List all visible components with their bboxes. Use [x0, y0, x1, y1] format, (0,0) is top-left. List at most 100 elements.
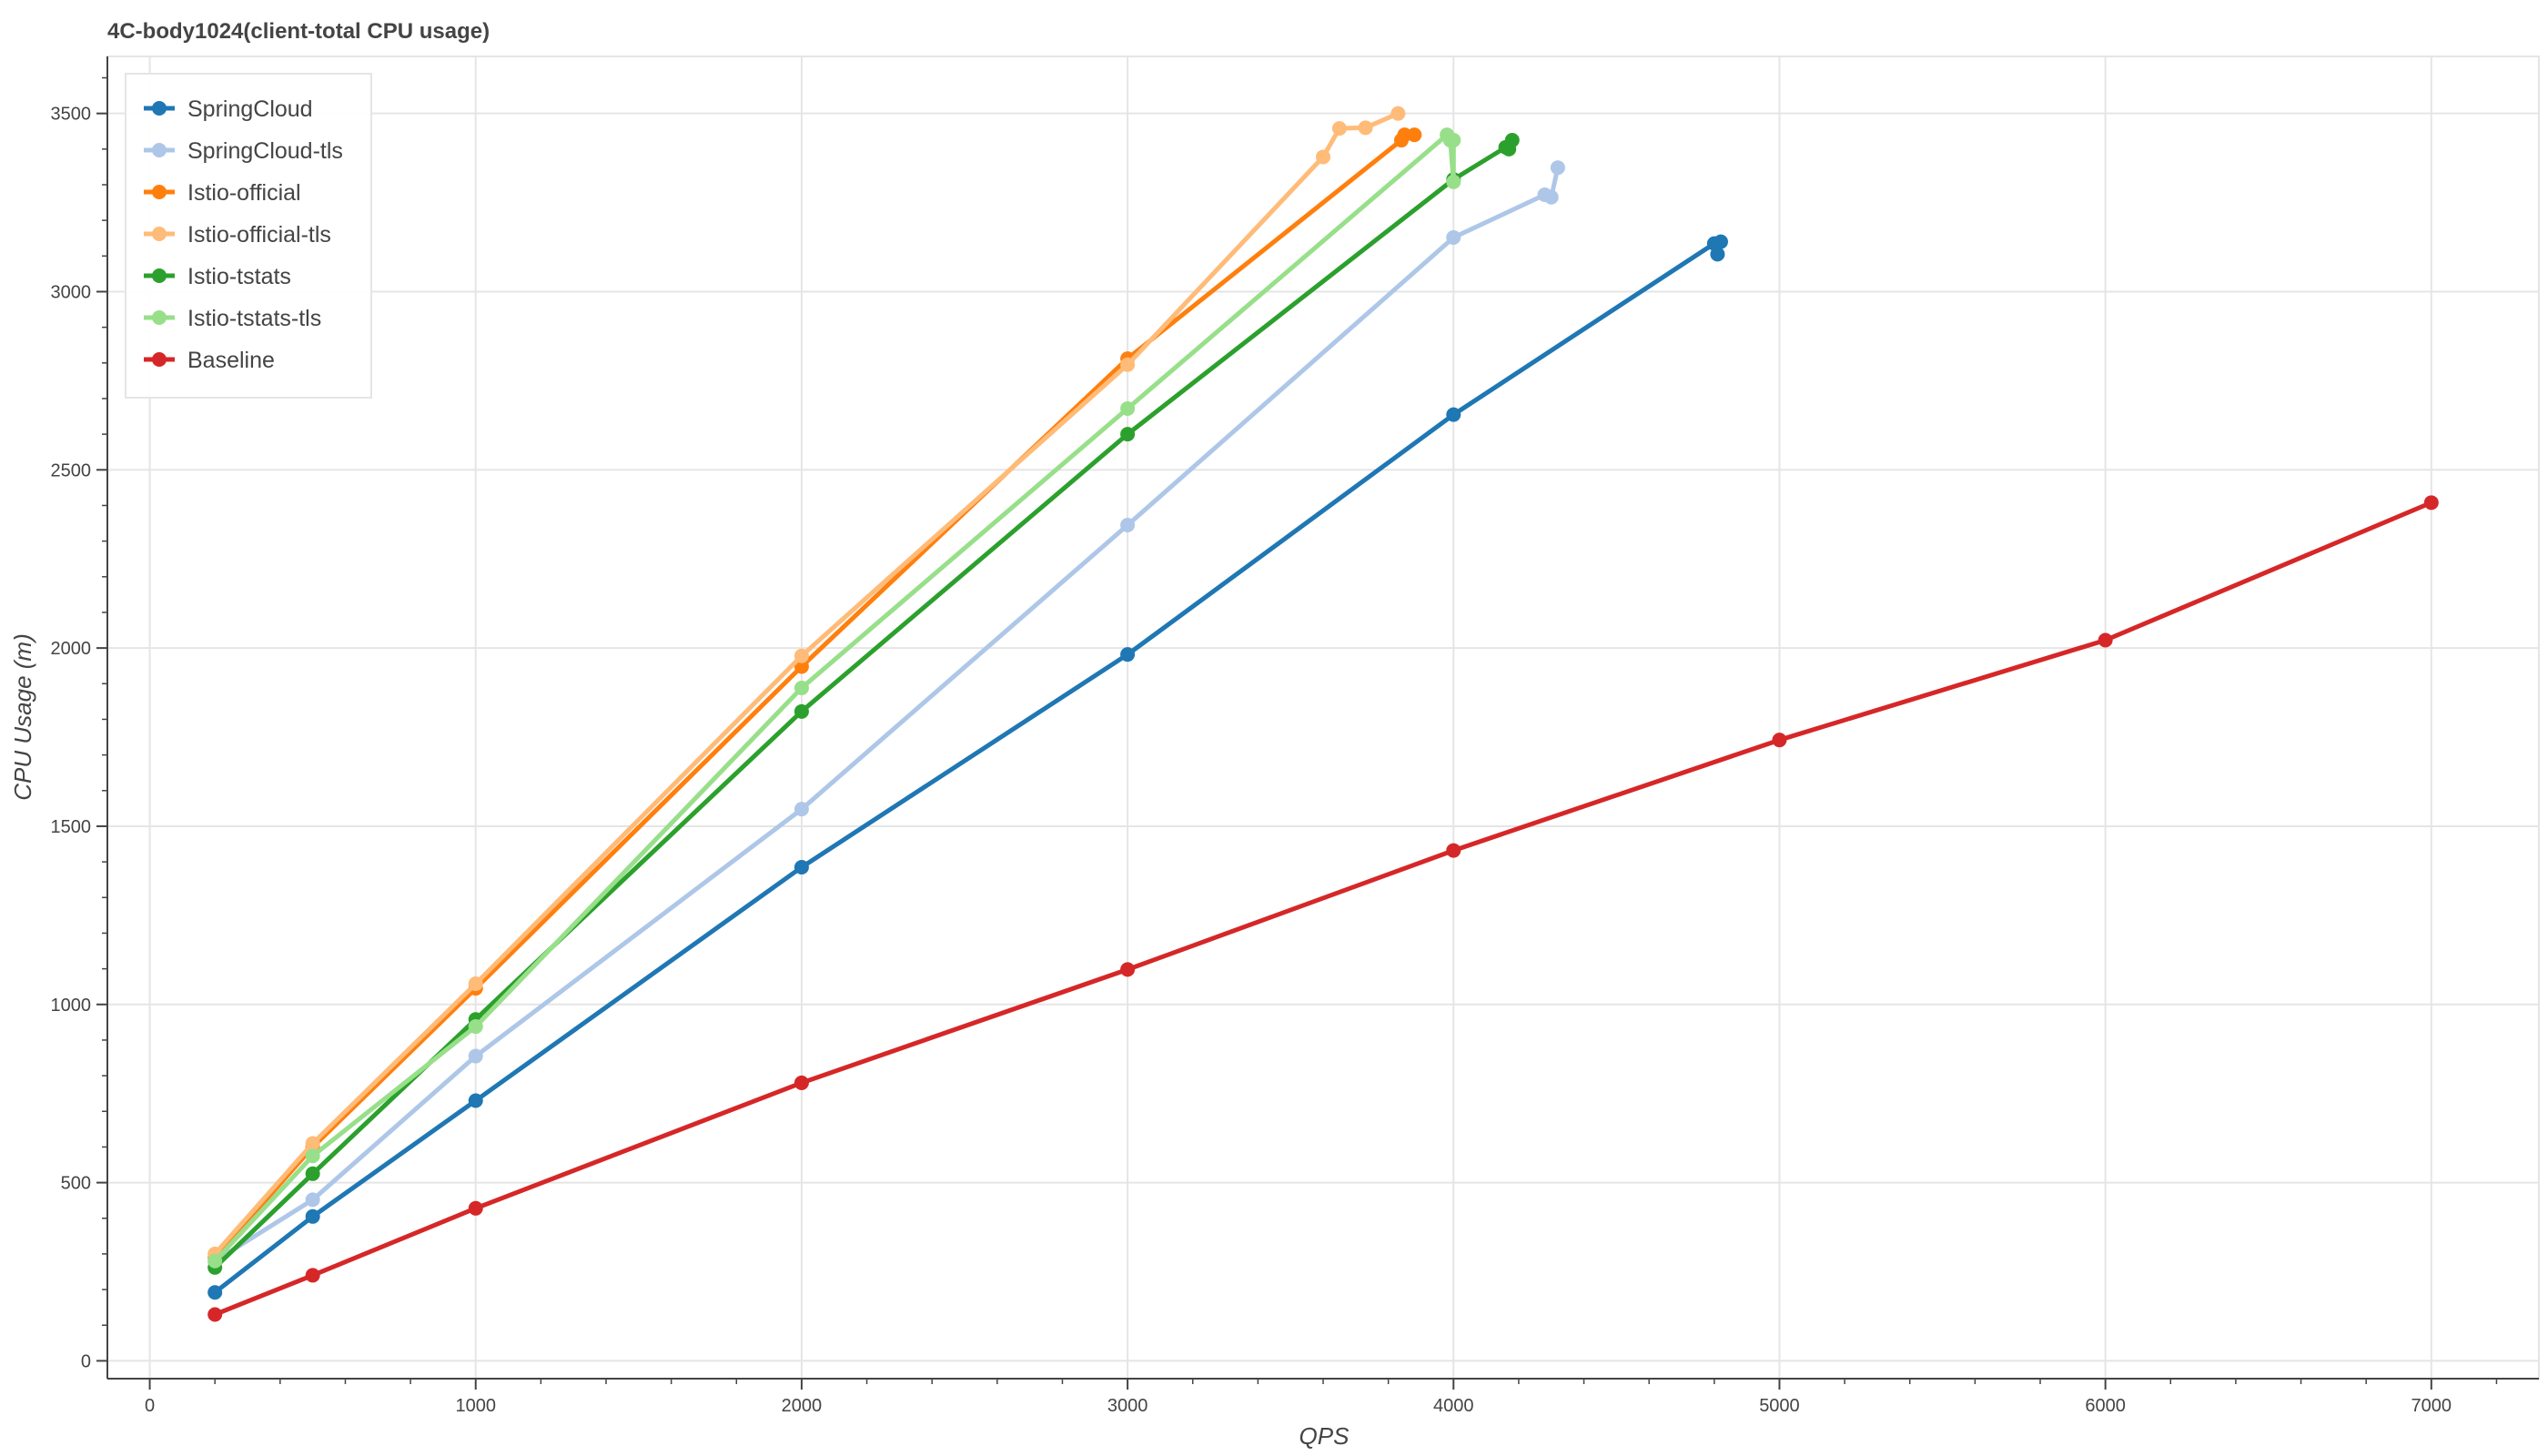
data-point-springcloud-tls	[794, 802, 809, 817]
series-line-springcloud-tls	[212, 165, 1561, 1264]
x-tick-label: 0	[145, 1396, 155, 1416]
legend-item-istio-tstats-tls: Istio-tstats-tls	[144, 306, 321, 331]
data-point-springcloud	[1120, 647, 1136, 662]
chart-title: 4C-body1024(client-total CPU usage)	[107, 19, 490, 44]
y-tick-label: 1000	[51, 996, 92, 1016]
data-point-istio-official-tls	[1390, 106, 1406, 121]
x-tick-label: 3000	[1107, 1396, 1148, 1416]
y-tick-label: 0	[81, 1351, 91, 1371]
data-point-istio-official-tls	[794, 648, 809, 663]
series-springcloud-tls	[207, 160, 1565, 1269]
y-tick-label: 2000	[51, 639, 92, 659]
data-point-baseline	[468, 1200, 483, 1216]
grid	[107, 56, 2539, 1379]
series-istio-official-tls	[207, 106, 1406, 1261]
data-point-baseline	[1120, 962, 1136, 977]
y-tick-label: 1500	[51, 817, 92, 837]
legend-swatch-marker	[152, 185, 167, 199]
data-point-istio-tstats	[1120, 427, 1136, 442]
series-line-springcloud	[212, 239, 1724, 1295]
data-point-baseline	[794, 1075, 809, 1090]
data-point-istio-official	[1407, 127, 1422, 143]
series-istio-tstats-tls	[207, 127, 1461, 1269]
data-point-istio-tstats-tls	[794, 680, 809, 695]
legend-label: SpringCloud	[187, 96, 313, 122]
y-tick-label: 2500	[51, 460, 92, 480]
legend: SpringCloud SpringCloud-tls Istio-official…	[125, 73, 372, 399]
series-group	[207, 106, 2439, 1322]
data-point-springcloud	[468, 1093, 483, 1108]
data-point-baseline	[2423, 495, 2439, 511]
data-point-istio-tstats-tls	[468, 1019, 483, 1035]
y-axis-label: CPU Usage (m)	[9, 633, 36, 800]
data-point-istio-official	[794, 659, 809, 674]
legend-label: SpringCloud-tls	[187, 138, 343, 164]
data-point-istio-tstats-tls	[207, 1253, 223, 1269]
data-point-baseline	[207, 1307, 223, 1322]
legend-item-baseline: Baseline	[144, 348, 275, 373]
data-point-springcloud	[207, 1285, 223, 1300]
legend-item-springcloud-tls: SpringCloud-tls	[144, 138, 343, 164]
legend-swatch-marker	[152, 352, 167, 367]
data-point-baseline	[305, 1268, 320, 1283]
x-tick-label: 7000	[2412, 1396, 2452, 1416]
data-point-istio-official-tls	[1358, 120, 1373, 136]
data-point-springcloud	[794, 859, 809, 875]
y-tick-label: 500	[61, 1174, 91, 1194]
legend-swatch-marker	[152, 268, 167, 283]
x-tick-label: 2000	[782, 1396, 823, 1416]
legend-swatch-marker	[152, 101, 167, 116]
y-tick-label: 3500	[51, 105, 92, 125]
data-point-istio-tstats	[1504, 133, 1520, 148]
data-point-istio-tstats-tls	[1120, 400, 1136, 416]
plot-frame	[106, 56, 2540, 1380]
data-point-istio-tstats	[794, 703, 809, 719]
data-point-baseline	[2098, 632, 2113, 648]
legend-label: Istio-official-tls	[187, 222, 331, 248]
legend-swatch-marker	[152, 227, 167, 241]
series-istio-tstats	[207, 133, 1520, 1275]
data-point-istio-official-tls	[1331, 121, 1347, 136]
legend-item-istio-official-tls: Istio-official-tls	[144, 222, 331, 248]
data-point-springcloud	[1446, 407, 1461, 422]
legend-item-istio-official: Istio-official	[144, 180, 301, 206]
data-point-istio-official-tls	[1316, 149, 1330, 165]
data-point-istio-tstats-tls	[1446, 174, 1461, 189]
legend-label: Istio-official	[187, 180, 301, 206]
legend-swatch-marker	[152, 310, 167, 325]
data-point-springcloud-tls	[1120, 518, 1136, 533]
data-point-springcloud	[1713, 234, 1728, 249]
series-baseline	[207, 495, 2439, 1322]
data-point-istio-tstats-tls	[305, 1148, 320, 1164]
data-point-istio-tstats	[305, 1166, 320, 1181]
data-point-istio-official-tls	[468, 976, 483, 992]
legend-label: Baseline	[187, 348, 275, 373]
legend-label: Istio-tstats	[187, 264, 291, 289]
data-point-springcloud-tls	[1543, 189, 1559, 205]
x-tick-label: 1000	[455, 1396, 496, 1416]
data-point-springcloud-tls	[305, 1192, 320, 1208]
x-axis-label: QPS	[1299, 1422, 1350, 1450]
data-point-springcloud-tls	[1446, 229, 1461, 245]
data-point-istio-tstats-tls	[1446, 133, 1461, 148]
series-line-istio-tstats	[212, 137, 1515, 1270]
legend-swatch-marker	[152, 143, 167, 157]
legend-label: Istio-tstats-tls	[187, 306, 321, 331]
data-point-istio-official-tls	[305, 1136, 320, 1151]
data-point-baseline	[1772, 733, 1787, 748]
legend-item-springcloud: SpringCloud	[144, 96, 313, 122]
axes: 0 1000 2000 3000 4000 5000 6000 7000 0 500 1000 150…	[51, 56, 2539, 1416]
data-point-springcloud-tls	[468, 1048, 483, 1064]
data-point-springcloud	[305, 1208, 320, 1224]
x-tick-label: 6000	[2085, 1396, 2126, 1416]
data-point-baseline	[1446, 843, 1461, 858]
y-tick-label: 3000	[51, 282, 92, 302]
data-point-istio-official-tls	[1120, 357, 1136, 372]
x-tick-label: 4000	[1433, 1396, 1474, 1416]
data-point-springcloud-tls	[1550, 160, 1565, 176]
x-tick-label: 5000	[1759, 1396, 1800, 1416]
series-springcloud	[207, 234, 1728, 1300]
legend-item-istio-tstats: Istio-tstats	[144, 264, 291, 289]
data-point-springcloud	[1710, 247, 1725, 262]
